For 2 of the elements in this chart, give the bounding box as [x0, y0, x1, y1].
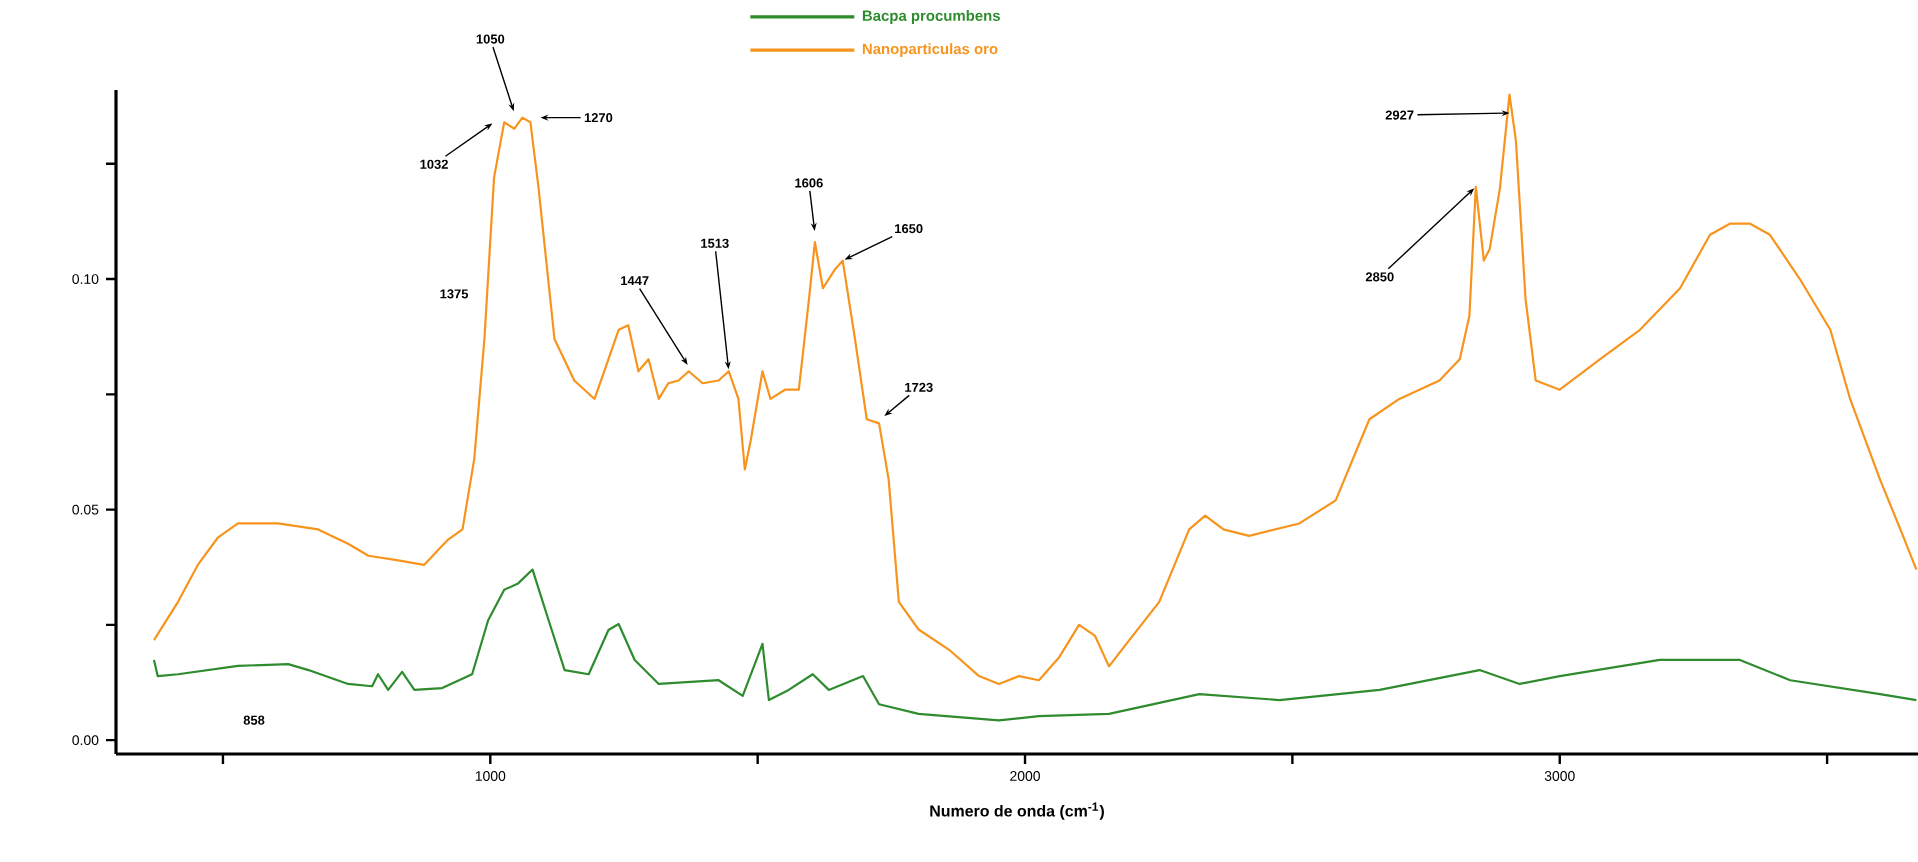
line-series — [152, 568, 1918, 722]
line-series — [152, 93, 1918, 686]
